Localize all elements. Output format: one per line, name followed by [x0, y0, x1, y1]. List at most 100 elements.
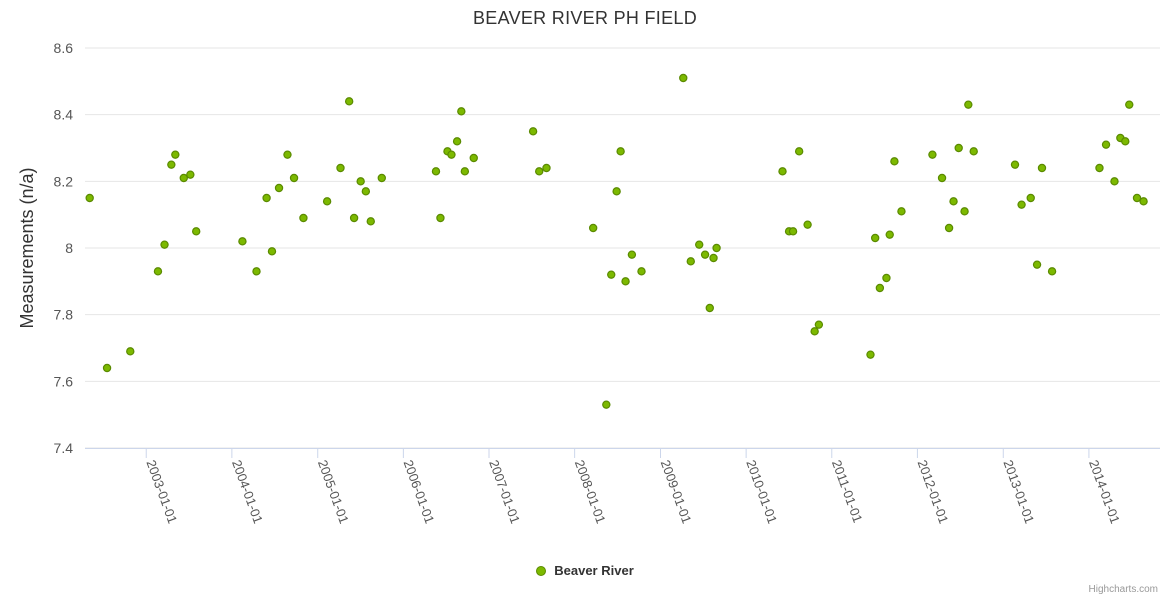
data-point[interactable] — [788, 227, 798, 236]
data-point[interactable] — [528, 127, 538, 136]
data-point[interactable] — [1010, 160, 1020, 169]
x-tick-label: 2014-01-01 — [1086, 458, 1123, 526]
data-point[interactable] — [289, 173, 299, 183]
data-point[interactable] — [1032, 260, 1042, 269]
data-point[interactable] — [602, 400, 611, 409]
data-point[interactable] — [679, 73, 688, 83]
chart-title: BEAVER RIVER PH FIELD — [472, 8, 698, 28]
data-point[interactable] — [102, 363, 112, 373]
data-point[interactable] — [890, 157, 899, 166]
data-point[interactable] — [709, 253, 718, 263]
data-point[interactable] — [460, 167, 470, 176]
data-point[interactable] — [186, 170, 195, 179]
series-beaver-river[interactable] — [85, 73, 1148, 409]
data-point[interactable] — [778, 167, 787, 176]
data-point[interactable] — [349, 213, 359, 223]
data-point[interactable] — [866, 350, 875, 359]
data-point[interactable] — [588, 223, 598, 233]
data-point[interactable] — [283, 150, 292, 159]
data-point[interactable] — [882, 273, 891, 283]
data-point[interactable] — [969, 147, 978, 156]
data-point[interactable] — [627, 250, 637, 259]
y-tick-label: 8.2 — [54, 173, 74, 189]
x-tick-label: 2003-01-01 — [143, 458, 180, 526]
data-point[interactable] — [252, 267, 261, 276]
data-point[interactable] — [1047, 267, 1057, 276]
data-point[interactable] — [949, 197, 958, 206]
data-point[interactable] — [944, 223, 954, 233]
data-point[interactable] — [928, 150, 937, 159]
data-point[interactable] — [1101, 140, 1111, 149]
data-point[interactable] — [238, 237, 247, 246]
data-point[interactable] — [814, 320, 824, 329]
y-axis-title: Measurements (n/a) — [17, 167, 37, 328]
data-point[interactable] — [469, 153, 478, 163]
data-point[interactable] — [1132, 193, 1142, 203]
data-point[interactable] — [447, 150, 456, 159]
data-point[interactable] — [377, 173, 386, 183]
data-point[interactable] — [937, 173, 947, 183]
data-point[interactable] — [885, 230, 894, 239]
data-point[interactable] — [1139, 197, 1148, 206]
legend-item-beaver-river[interactable]: Beaver River — [536, 563, 634, 578]
credits-link[interactable]: Highcharts.com — [1088, 584, 1158, 595]
data-point[interactable] — [794, 147, 804, 156]
data-point[interactable] — [803, 220, 812, 229]
y-tick-label: 8 — [65, 240, 73, 256]
data-point[interactable] — [452, 137, 462, 146]
data-point[interactable] — [366, 217, 375, 226]
data-point[interactable] — [705, 303, 714, 313]
x-tick-label: 2008-01-01 — [572, 458, 609, 526]
data-point[interactable] — [810, 327, 819, 336]
data-point[interactable] — [436, 213, 445, 223]
data-point[interactable] — [1026, 193, 1035, 203]
data-point[interactable] — [160, 240, 169, 249]
data-point[interactable] — [1095, 163, 1104, 173]
data-point[interactable] — [126, 347, 135, 356]
data-point[interactable] — [167, 160, 176, 169]
data-point[interactable] — [153, 267, 163, 276]
x-tick-label: 2005-01-01 — [315, 458, 352, 526]
data-point[interactable] — [336, 163, 345, 173]
data-point[interactable] — [535, 167, 544, 176]
data-point[interactable] — [85, 193, 94, 203]
data-point[interactable] — [1125, 100, 1134, 109]
data-point[interactable] — [960, 207, 969, 216]
data-point[interactable] — [299, 213, 308, 223]
data-point[interactable] — [1017, 200, 1026, 209]
data-point[interactable] — [192, 227, 201, 236]
data-point[interactable] — [267, 247, 277, 256]
data-point[interactable] — [457, 107, 466, 116]
data-point[interactable] — [1121, 137, 1130, 146]
data-point[interactable] — [954, 143, 963, 153]
legend: Beaver River — [0, 563, 1170, 579]
data-point[interactable] — [870, 233, 880, 243]
data-point[interactable] — [621, 277, 630, 286]
data-point[interactable] — [712, 243, 721, 253]
data-point[interactable] — [700, 250, 710, 259]
data-point[interactable] — [607, 270, 616, 279]
data-point[interactable] — [964, 100, 973, 109]
data-point[interactable] — [179, 173, 188, 183]
data-point[interactable] — [356, 177, 365, 186]
data-point[interactable] — [616, 147, 625, 156]
data-point[interactable] — [361, 187, 371, 196]
data-point[interactable] — [262, 193, 271, 203]
y-axis: 7.4 7.6 7.8 8 8.2 8.4 8.6 — [54, 40, 74, 456]
data-point[interactable] — [171, 150, 180, 159]
data-point[interactable] — [1110, 177, 1119, 186]
x-axis: 2003-01-01 2004-01-01 2005-01-01 2006-01-01… — [85, 448, 1160, 526]
data-point[interactable] — [431, 167, 441, 176]
data-point[interactable] — [695, 240, 704, 249]
data-point[interactable] — [542, 163, 551, 173]
data-point[interactable] — [897, 207, 906, 216]
data-point[interactable] — [686, 257, 695, 266]
data-point[interactable] — [1037, 163, 1047, 173]
data-point[interactable] — [637, 267, 646, 276]
data-point[interactable] — [274, 183, 284, 193]
data-point[interactable] — [322, 197, 332, 206]
data-point[interactable] — [344, 97, 354, 106]
data-point[interactable] — [612, 187, 621, 196]
data-point[interactable] — [875, 283, 885, 293]
